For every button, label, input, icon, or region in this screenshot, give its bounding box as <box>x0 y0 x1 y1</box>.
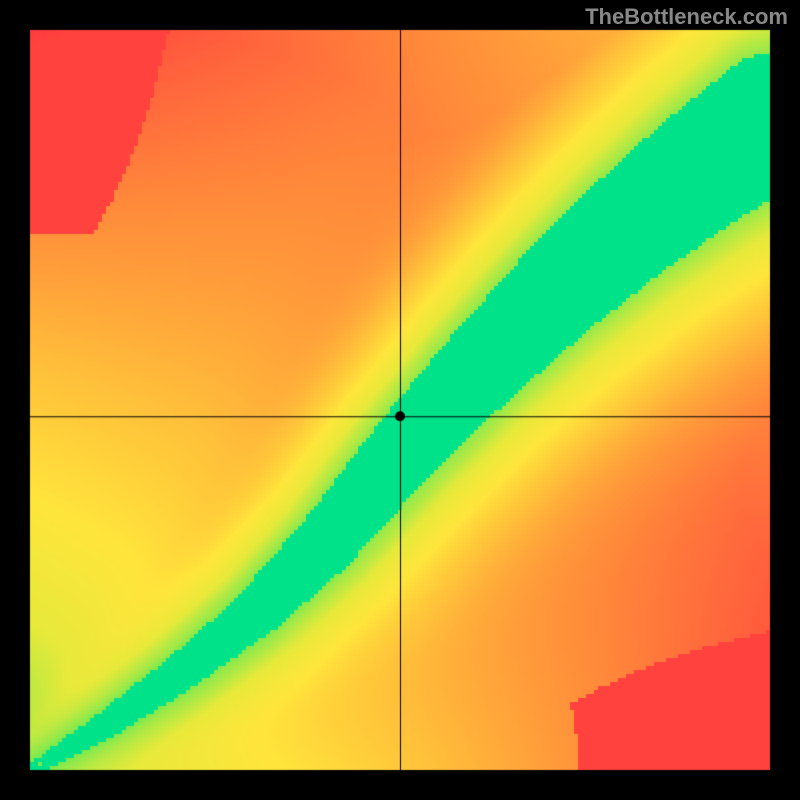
bottleneck-heatmap <box>0 0 800 800</box>
watermark-text: TheBottleneck.com <box>585 4 788 30</box>
